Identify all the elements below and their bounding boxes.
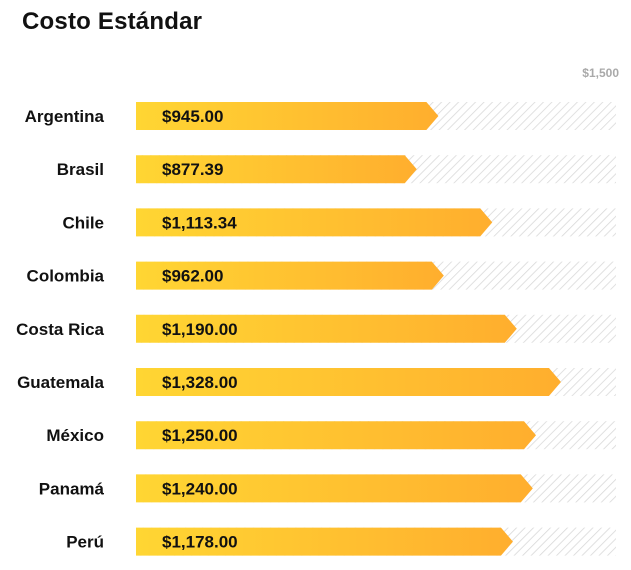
chart-title: Costo Estándar [22,8,203,35]
bar [136,208,493,237]
value-label: $1,250.00 [162,426,238,445]
category-label: Costa Rica [16,320,104,339]
bar [136,474,533,503]
value-label: $1,190.00 [162,320,238,339]
bar-row: Perú $1,178.00 [66,527,616,556]
bar-row: Brasil $877.39 [57,155,616,184]
category-label: México [46,426,104,445]
value-label: $1,240.00 [162,479,238,498]
category-label: Guatemala [17,373,104,392]
bar [136,368,561,396]
bar [136,155,417,184]
bar-row: Chile $1,113.34 [62,208,616,237]
bar-row: Argentina $945.00 [25,102,616,130]
bar-row: Colombia $962.00 [27,261,616,290]
category-label: Argentina [25,107,105,126]
value-label: $1,113.34 [162,213,237,232]
value-label: $877.39 [162,160,223,179]
category-label: Panamá [39,479,105,498]
axis-max-label: $1,500 [582,66,619,80]
bar-row: Panamá $1,240.00 [39,474,616,503]
value-label: $945.00 [162,107,223,126]
category-label: Perú [66,533,104,552]
category-label: Colombia [27,267,105,286]
bar [136,421,536,450]
bar [136,314,517,343]
bar [136,527,513,556]
category-label: Brasil [57,160,104,179]
value-label: $1,178.00 [162,533,238,552]
value-label: $962.00 [162,267,223,286]
value-label: $1,328.00 [162,373,238,392]
bar-row: Guatemala $1,328.00 [17,368,616,396]
category-label: Chile [62,213,104,232]
bar [136,261,444,290]
bar-row: México $1,250.00 [46,421,616,450]
bar [136,102,439,130]
bar-row: Costa Rica $1,190.00 [16,314,616,343]
